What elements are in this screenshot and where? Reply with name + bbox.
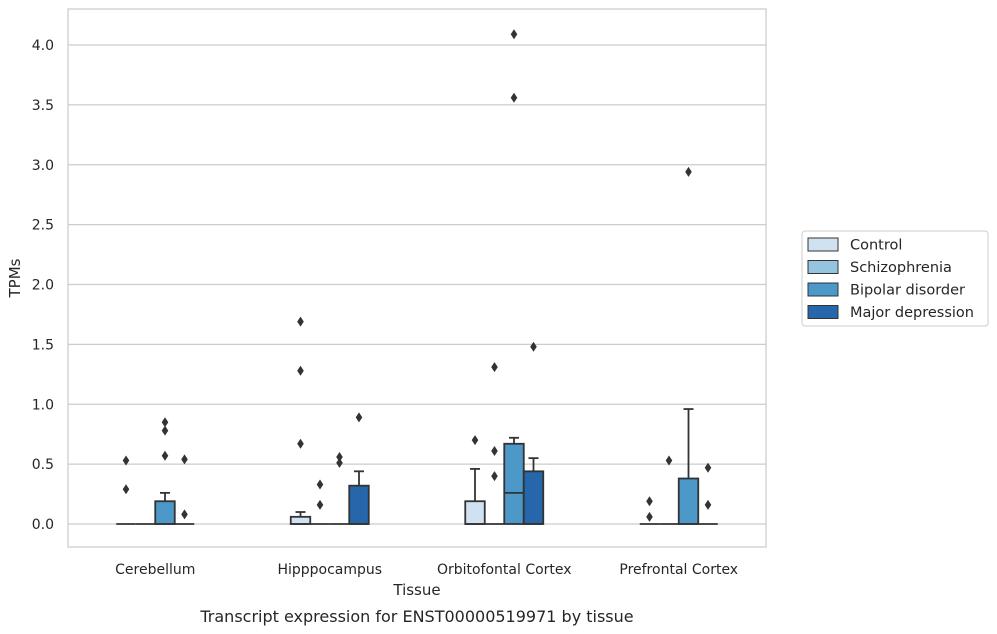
box	[503, 442, 525, 525]
box-0-0	[116, 455, 136, 525]
y-tick-label: 3.0	[32, 158, 54, 174]
outlier-point	[704, 499, 712, 510]
x-axis-title: Tissue	[392, 581, 440, 599]
legend: Control Schizophrenia Bipolar disorder Majo…	[801, 230, 989, 327]
box	[522, 470, 545, 525]
legend-label: Schizophrenia	[850, 260, 952, 276]
outlier-point	[510, 92, 518, 103]
outlier-point	[471, 435, 479, 446]
outlier-point	[704, 462, 712, 473]
box-1-1	[310, 479, 330, 525]
figure-caption: Transcript expression for ENST0000051997…	[199, 607, 633, 626]
y-tick-label: 0.5	[32, 457, 54, 473]
plot-background	[68, 9, 766, 547]
gridlines	[68, 44, 766, 525]
outlier-point	[316, 499, 324, 510]
y-tick-label: 2.5	[32, 218, 54, 234]
x-axis-ticks: Cerebellum Hipppocampus Orbitofontal Corte…	[115, 562, 738, 578]
box	[677, 477, 700, 525]
outlier-point	[161, 425, 169, 436]
outlier-point	[181, 509, 188, 520]
x-tick-label: Prefrontal Cortex	[619, 562, 738, 578]
x-tick-label: Hipppocampus	[277, 562, 382, 578]
outlier-point	[336, 451, 343, 462]
outlier-point	[646, 511, 653, 522]
legend-swatch	[807, 282, 839, 297]
box-plots	[116, 29, 718, 525]
legend-label: Major depression	[850, 305, 974, 321]
box-2-3	[677, 166, 700, 525]
legend-swatch	[807, 305, 839, 319]
plot-frame	[67, 8, 767, 548]
outlier-point	[491, 445, 498, 456]
legend-label: Control	[850, 238, 902, 254]
y-tick-label: 0.0	[32, 517, 54, 533]
box-1-2	[484, 362, 505, 525]
legend-swatch	[807, 237, 839, 252]
box-2-0	[154, 417, 176, 525]
outlier-point	[491, 362, 498, 373]
y-tick-label: 3.5	[32, 98, 54, 114]
box-0-2	[464, 435, 486, 525]
outlier-point	[297, 438, 304, 449]
box	[464, 500, 486, 525]
box-3-2	[522, 341, 545, 525]
outlier-point	[297, 316, 304, 327]
box	[348, 484, 370, 525]
box-3-1	[348, 412, 370, 525]
y-tick-label: 1.5	[32, 337, 54, 353]
outlier-point	[355, 412, 363, 423]
outlier-point	[491, 471, 498, 482]
outlier-point	[510, 29, 518, 40]
box-3-0	[174, 454, 195, 525]
box	[154, 500, 176, 525]
box-0-3	[639, 496, 660, 525]
outlier-point	[122, 455, 130, 466]
box-1-3	[659, 455, 679, 525]
outlier-point	[336, 457, 343, 468]
box	[289, 515, 312, 525]
legend-frame	[801, 230, 989, 327]
y-axis-ticks: 0.0 0.5 1.0 1.5 2.0 2.5 3.0 3.5 4.0	[32, 38, 54, 533]
outlier-point	[685, 166, 692, 177]
outlier-point	[181, 454, 188, 465]
legend-swatch	[807, 260, 839, 274]
y-tick-label: 4.0	[32, 38, 54, 54]
outlier-point	[122, 484, 130, 495]
outlier-point	[316, 479, 324, 490]
box-2-2	[503, 29, 525, 525]
x-tick-label: Orbitofontal Cortex	[437, 562, 572, 578]
y-axis-title: TPMs	[6, 258, 24, 298]
outlier-point	[665, 455, 673, 466]
outlier-point	[161, 450, 169, 461]
box-0-1	[289, 316, 312, 525]
box-3-3	[698, 462, 718, 525]
y-tick-label: 1.0	[32, 397, 54, 413]
x-tick-label: Cerebellum	[115, 562, 195, 578]
outlier-point	[646, 496, 653, 507]
y-tick-label: 2.0	[32, 278, 54, 294]
outlier-point	[161, 417, 169, 428]
outlier-point	[297, 365, 304, 376]
outlier-point	[530, 341, 537, 352]
legend-label: Bipolar disorder	[850, 283, 965, 299]
box-2-1	[329, 451, 350, 525]
